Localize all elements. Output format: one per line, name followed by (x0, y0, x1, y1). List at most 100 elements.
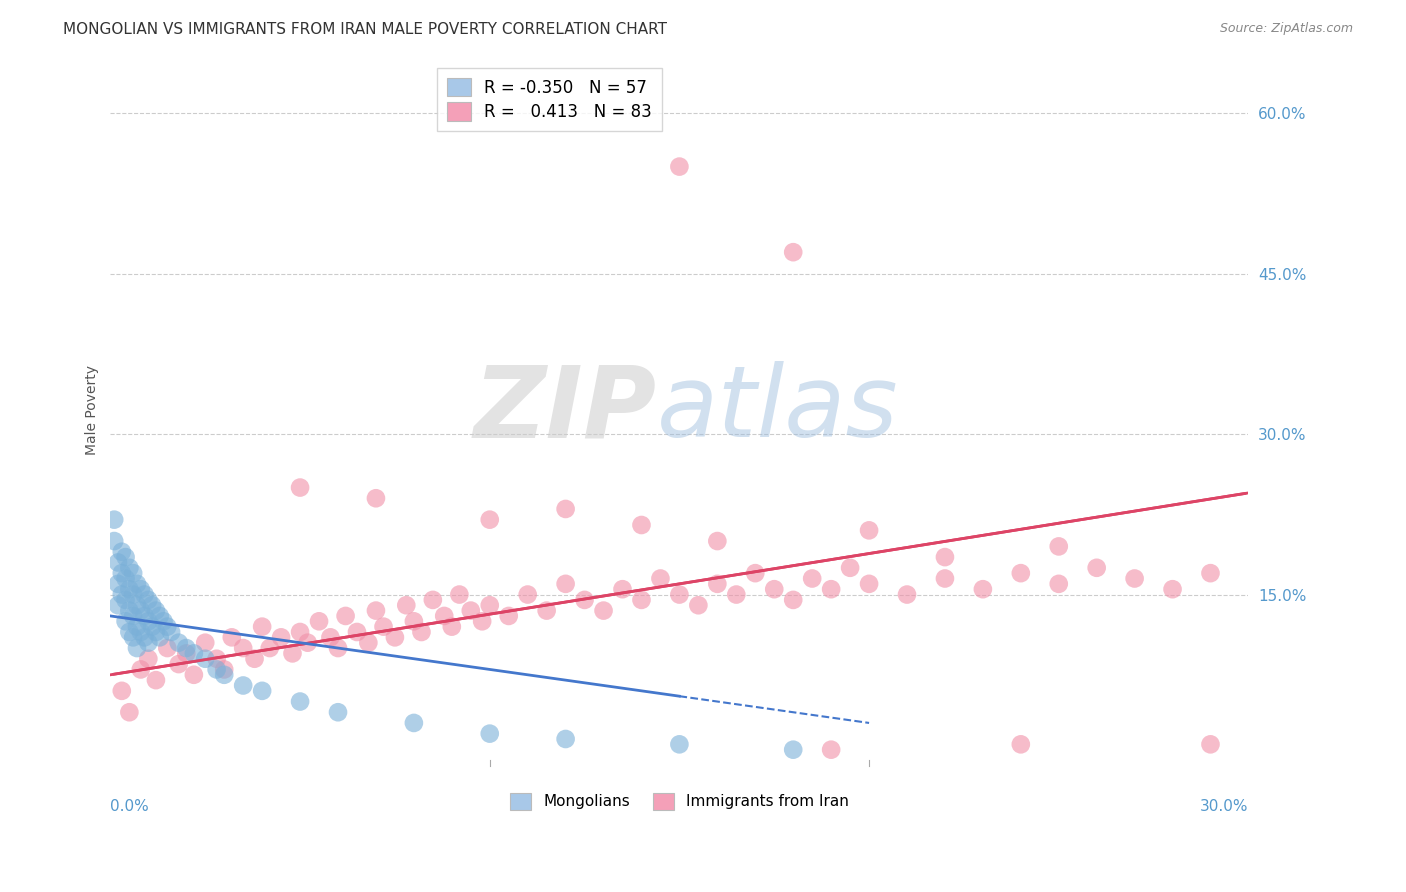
Point (934, 550, 956, 565)
Point (411, 625, 433, 640)
Point (373, 620, 395, 634)
Point (232, 641, 254, 656)
Point (118, 561, 141, 575)
Point (592, 604, 614, 618)
Point (688, 599, 710, 613)
Point (114, 615, 136, 629)
Point (1047, 540, 1070, 554)
Point (138, 652, 160, 666)
Point (612, 582, 634, 597)
Point (820, 582, 842, 597)
Point (114, 550, 136, 565)
Point (1010, 566, 1032, 581)
Point (125, 641, 148, 656)
Point (183, 667, 205, 681)
Point (402, 715, 425, 730)
Point (122, 566, 145, 581)
Point (141, 599, 163, 613)
Point (103, 534, 125, 549)
Point (744, 566, 766, 581)
Point (114, 572, 136, 586)
Point (194, 636, 217, 650)
Point (129, 604, 152, 618)
Point (149, 609, 172, 624)
Point (440, 620, 463, 634)
Point (896, 588, 918, 602)
Point (145, 625, 167, 640)
Point (650, 572, 672, 586)
Point (167, 636, 190, 650)
Point (422, 593, 444, 607)
Point (145, 604, 167, 618)
Point (364, 604, 387, 618)
Point (122, 609, 145, 624)
Point (118, 604, 141, 618)
Point (357, 636, 380, 650)
Point (478, 726, 501, 740)
Point (114, 593, 136, 607)
Point (111, 588, 134, 602)
Point (1123, 572, 1146, 586)
Point (152, 615, 174, 629)
Point (554, 577, 576, 591)
Point (630, 593, 652, 607)
Point (125, 620, 148, 634)
Point (134, 588, 156, 602)
Point (250, 620, 273, 634)
Point (326, 705, 349, 719)
Point (782, 742, 804, 756)
Point (498, 609, 520, 624)
Point (433, 609, 456, 624)
Point (118, 625, 141, 640)
Point (554, 731, 576, 746)
Point (107, 577, 129, 591)
Point (156, 620, 179, 634)
Point (122, 588, 145, 602)
Point (516, 588, 538, 602)
Point (335, 609, 357, 624)
Point (288, 481, 311, 495)
Point (212, 667, 235, 681)
Point (129, 662, 152, 676)
Text: Source: ZipAtlas.com: Source: ZipAtlas.com (1219, 22, 1353, 36)
Point (346, 625, 368, 640)
Point (288, 625, 311, 640)
Point (205, 662, 228, 676)
Point (111, 566, 134, 581)
Point (297, 636, 319, 650)
Point (972, 582, 994, 597)
Point (134, 609, 156, 624)
Text: MONGOLIAN VS IMMIGRANTS FROM IRAN MALE POVERTY CORRELATION CHART: MONGOLIAN VS IMMIGRANTS FROM IRAN MALE P… (63, 22, 668, 37)
Point (232, 678, 254, 692)
Point (259, 641, 281, 656)
Point (839, 561, 862, 575)
Text: ZIP: ZIP (474, 361, 657, 458)
Point (574, 593, 596, 607)
Point (125, 577, 148, 591)
Point (630, 518, 652, 533)
Point (449, 588, 471, 602)
Point (107, 556, 129, 570)
Point (471, 615, 494, 629)
Point (706, 577, 728, 591)
Point (111, 683, 134, 698)
Point (103, 513, 125, 527)
Point (308, 615, 330, 629)
Point (129, 625, 152, 640)
Point (319, 631, 342, 645)
Point (725, 588, 748, 602)
Point (183, 647, 205, 661)
Point (554, 502, 576, 516)
Point (107, 599, 129, 613)
Point (194, 652, 217, 666)
Point (212, 662, 235, 676)
Point (288, 694, 311, 708)
Point (138, 615, 160, 629)
Point (668, 160, 690, 174)
Point (243, 652, 266, 666)
Point (149, 631, 172, 645)
Point (536, 604, 558, 618)
Legend: Mongolians, Immigrants from Iran: Mongolians, Immigrants from Iran (503, 787, 855, 816)
Point (668, 588, 690, 602)
Point (858, 524, 880, 538)
